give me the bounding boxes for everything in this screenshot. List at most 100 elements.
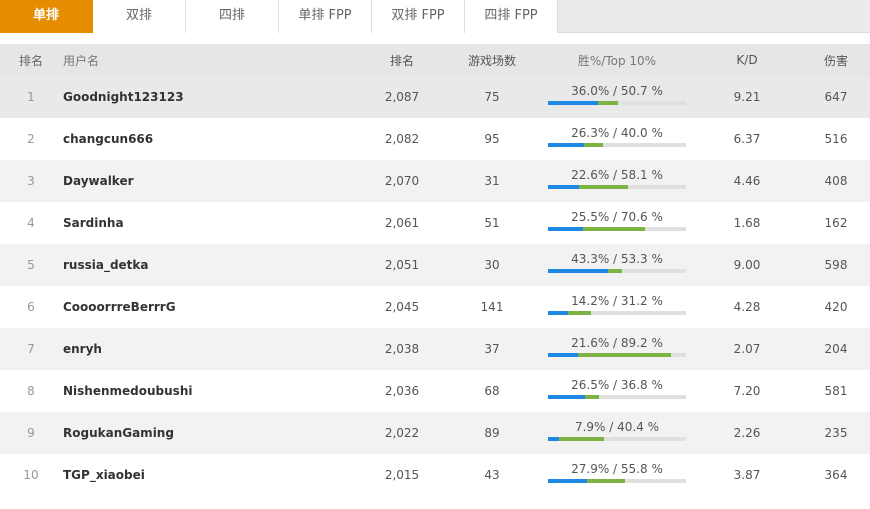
header-winrate[interactable]: 胜%/Top 10% xyxy=(577,53,657,68)
winrate-text: 43.3% / 53.3 % xyxy=(571,251,663,266)
header-username[interactable]: 用户名 xyxy=(63,53,100,68)
winrate-text: 14.2% / 31.2 % xyxy=(571,293,663,308)
top10-bar-fill xyxy=(548,352,672,357)
row-damage: 516 xyxy=(824,132,848,146)
row-kd: 2.26 xyxy=(733,426,761,440)
winrate-text: 26.3% / 40.0 % xyxy=(571,125,663,140)
player-name-link[interactable]: enryh xyxy=(63,342,102,356)
top10-bar-fill xyxy=(548,436,604,441)
row-rank: 6 xyxy=(27,300,35,314)
row-kd: 3.87 xyxy=(733,468,761,482)
table-header: 排名 用户名 排名 游戏场数 胜%/Top 10% K/D 伤害 xyxy=(0,44,870,76)
row-games: 37 xyxy=(484,342,500,356)
win-bar-fill xyxy=(548,394,585,399)
top10-bar-fill xyxy=(548,184,629,189)
row-games: 51 xyxy=(484,216,500,230)
header-games[interactable]: 游戏场数 xyxy=(467,53,516,68)
player-name-link[interactable]: Sardinha xyxy=(63,216,124,230)
row-damage: 235 xyxy=(824,426,848,440)
winrate-text: 36.0% / 50.7 % xyxy=(571,83,663,98)
row-kd: 4.28 xyxy=(733,300,761,314)
row-kd: 9.00 xyxy=(733,258,761,272)
row-winrate: 21.6% / 89.2 % xyxy=(542,336,692,357)
row-kd: 6.37 xyxy=(733,132,761,146)
row-rank: 2 xyxy=(27,132,35,146)
tab-squad-fpp[interactable]: 四排 FPP xyxy=(465,0,558,33)
header-damage[interactable]: 伤害 xyxy=(823,53,848,68)
row-games: 89 xyxy=(484,426,500,440)
row-games: 141 xyxy=(480,300,504,314)
table-body: 1 Goodnight123123 2,087 75 36.0% / 50.7 … xyxy=(0,76,870,496)
row-rating: 2,022 xyxy=(384,426,420,440)
row-damage: 581 xyxy=(824,384,848,398)
table-row[interactable]: 9 RogukanGaming 2,022 89 7.9% / 40.4 % 2… xyxy=(0,412,870,454)
table-row[interactable]: 8 Nishenmedoubushi 2,036 68 26.5% / 36.8… xyxy=(0,370,870,412)
winrate-text: 27.9% / 55.8 % xyxy=(571,461,663,476)
row-rating: 2,082 xyxy=(384,132,420,146)
row-kd: 7.20 xyxy=(733,384,761,398)
winrate-text: 26.5% / 36.8 % xyxy=(571,377,663,392)
row-games: 31 xyxy=(484,174,500,188)
winrate-text: 7.9% / 40.4 % xyxy=(574,419,660,434)
spacer xyxy=(0,33,870,44)
tab-duo[interactable]: 双排 xyxy=(93,0,186,33)
win-bar-fill xyxy=(548,478,587,483)
player-name-link[interactable]: Daywalker xyxy=(63,174,134,188)
table-row[interactable]: 1 Goodnight123123 2,087 75 36.0% / 50.7 … xyxy=(0,76,870,118)
row-rank: 7 xyxy=(27,342,35,356)
table-row[interactable]: 3 Daywalker 2,070 31 22.6% / 58.1 % 4.46… xyxy=(0,160,870,202)
player-name-link[interactable]: changcun666 xyxy=(63,132,154,146)
winrate-bar xyxy=(548,100,686,105)
winrate-text: 25.5% / 70.6 % xyxy=(571,209,663,224)
winrate-bar xyxy=(548,436,686,441)
row-damage: 204 xyxy=(824,342,848,356)
row-rank: 1 xyxy=(27,90,35,104)
row-winrate: 27.9% / 55.8 % xyxy=(542,462,692,483)
row-kd: 2.07 xyxy=(733,342,761,356)
tab-duo-fpp[interactable]: 双排 FPP xyxy=(372,0,465,33)
winrate-bar xyxy=(548,310,686,315)
player-name-link[interactable]: CoooorrreBerrrG xyxy=(63,300,176,314)
win-bar-fill xyxy=(548,268,608,273)
table-row[interactable]: 5 russia_detka 2,051 30 43.3% / 53.3 % 9… xyxy=(0,244,870,286)
row-rating: 2,015 xyxy=(384,468,420,482)
row-rating: 2,070 xyxy=(384,174,420,188)
row-games: 75 xyxy=(484,90,500,104)
winrate-bar xyxy=(548,352,686,357)
row-rating: 2,045 xyxy=(384,300,420,314)
row-winrate: 22.6% / 58.1 % xyxy=(542,168,692,189)
win-bar-fill xyxy=(548,352,578,357)
winrate-text: 21.6% / 89.2 % xyxy=(571,335,663,350)
player-name-link[interactable]: Nishenmedoubushi xyxy=(63,384,193,398)
winrate-text: 22.6% / 58.1 % xyxy=(571,167,663,182)
row-rank: 10 xyxy=(23,468,39,482)
header-rank[interactable]: 排名 xyxy=(18,53,43,68)
table-row[interactable]: 2 changcun666 2,082 95 26.3% / 40.0 % 6.… xyxy=(0,118,870,160)
tab-solo-fpp[interactable]: 单排 FPP xyxy=(279,0,372,33)
player-name-link[interactable]: Goodnight123123 xyxy=(63,90,184,104)
header-rating[interactable]: 排名 xyxy=(389,53,414,68)
table-row[interactable]: 7 enryh 2,038 37 21.6% / 89.2 % 2.07 204 xyxy=(0,328,870,370)
tab-solo[interactable]: 单排 xyxy=(0,0,93,33)
row-winrate: 26.5% / 36.8 % xyxy=(542,378,692,399)
leaderboard-table: 排名 用户名 排名 游戏场数 胜%/Top 10% K/D 伤害 1 Goodn… xyxy=(0,44,870,496)
table-row[interactable]: 10 TGP_xiaobei 2,015 43 27.9% / 55.8 % 3… xyxy=(0,454,870,496)
row-rating: 2,087 xyxy=(384,90,420,104)
row-damage: 408 xyxy=(824,174,848,188)
row-damage: 162 xyxy=(824,216,848,230)
row-rank: 8 xyxy=(27,384,35,398)
player-name-link[interactable]: RogukanGaming xyxy=(63,426,174,440)
header-kd[interactable]: K/D xyxy=(736,53,758,67)
row-winrate: 43.3% / 53.3 % xyxy=(542,252,692,273)
table-row[interactable]: 6 CoooorrreBerrrG 2,045 141 14.2% / 31.2… xyxy=(0,286,870,328)
player-name-link[interactable]: TGP_xiaobei xyxy=(63,468,145,482)
winrate-bar xyxy=(548,268,686,273)
tab-squad[interactable]: 四排 xyxy=(186,0,279,33)
player-name-link[interactable]: russia_detka xyxy=(63,258,149,272)
row-winrate: 14.2% / 31.2 % xyxy=(542,294,692,315)
winrate-bar xyxy=(548,142,686,147)
winrate-bar xyxy=(548,394,686,399)
winrate-bar xyxy=(548,226,686,231)
win-bar-fill xyxy=(548,100,598,105)
table-row[interactable]: 4 Sardinha 2,061 51 25.5% / 70.6 % 1.68 … xyxy=(0,202,870,244)
